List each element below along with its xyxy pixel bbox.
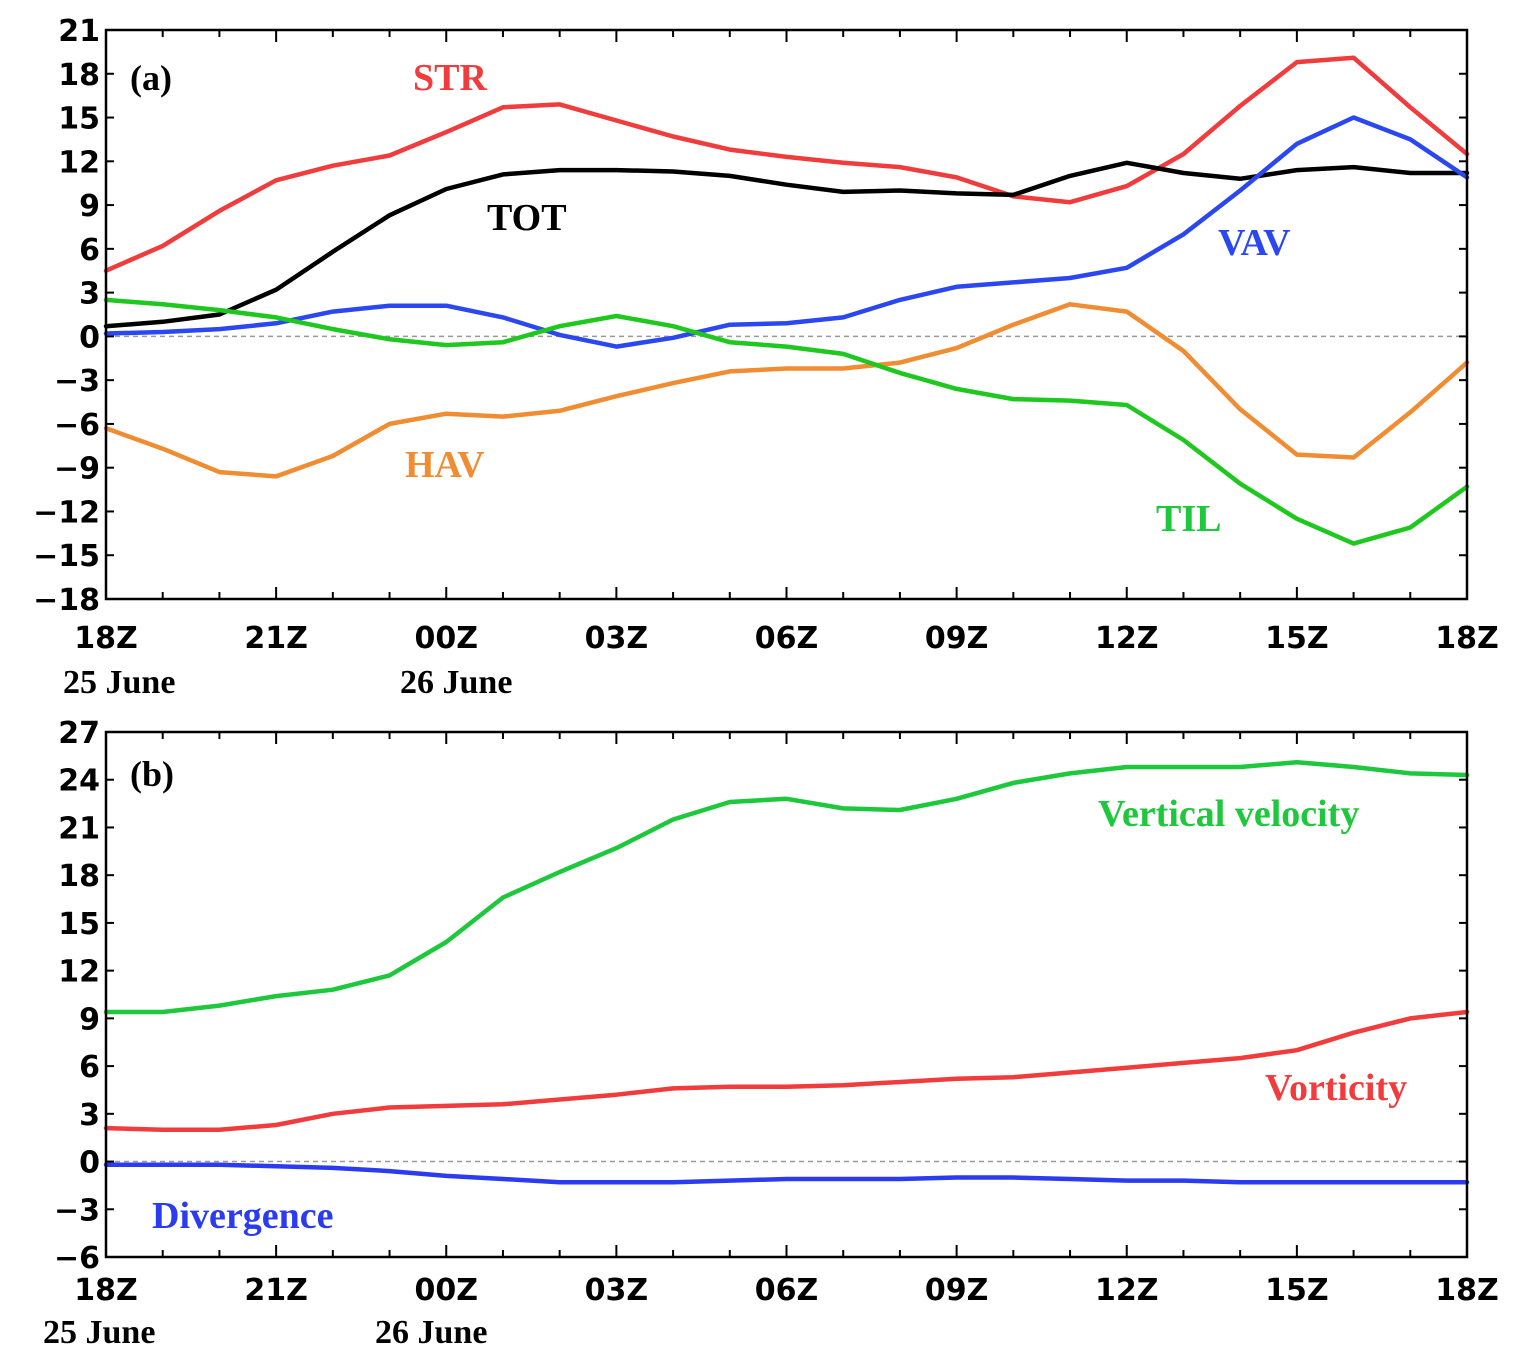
plot-frame-a [104, 28, 1469, 601]
x-tick-label-a: 09Z [925, 621, 989, 656]
y-tick-label-a: 9 [79, 189, 100, 224]
y-tick-label-b: 12 [58, 955, 100, 990]
series-line-vav [103, 115, 1470, 349]
x-tick-label-a: 06Z [755, 621, 819, 656]
plot-frame-b [104, 730, 1469, 1259]
x-tick-label-b: 03Z [585, 1273, 649, 1308]
series-line-divergence [103, 1162, 1470, 1185]
x-tick-label-b: 15Z [1265, 1273, 1329, 1308]
y-tick-label-b: −3 [54, 1193, 100, 1228]
date-label-25-june-b: 25 June [43, 1314, 155, 1351]
x-tick-label-b: 12Z [1095, 1273, 1159, 1308]
x-tick-label-b: 09Z [925, 1273, 989, 1308]
x-tick-label-a: 00Z [414, 621, 478, 656]
y-tick-label-a: 15 [58, 102, 100, 137]
label-vorticity: Vorticity [1265, 1067, 1407, 1109]
y-tick-label-a: 6 [79, 233, 100, 268]
y-tick-label-a: 0 [79, 320, 100, 355]
x-tick-label-b: 18Z [1435, 1273, 1499, 1308]
y-tick-label-a: −3 [54, 364, 100, 399]
label-til: TIL [1156, 498, 1221, 540]
label-divergence: Divergence [152, 1195, 333, 1237]
y-tick-label-b: 18 [58, 859, 100, 894]
x-tick-label-a: 15Z [1265, 621, 1329, 656]
series-line-vertical-velocity [103, 759, 1470, 1015]
date-label-25-june-a: 25 June [63, 664, 175, 701]
x-tick-label-a: 03Z [585, 621, 649, 656]
label-vav: VAV [1218, 222, 1291, 264]
label-tot: TOT [487, 197, 567, 239]
series-line-til [103, 297, 1470, 546]
series-line-vorticity [103, 1009, 1470, 1132]
date-label-26-june-b: 26 June [375, 1314, 487, 1351]
y-tick-label-a: −6 [54, 408, 100, 443]
y-tick-label-b: −6 [54, 1241, 100, 1276]
x-tick-label-a: 12Z [1095, 621, 1159, 656]
panel-b-label: (b) [130, 754, 174, 794]
y-tick-label-a: 12 [58, 145, 100, 180]
x-tick-label-a: 18Z [74, 621, 138, 656]
y-tick-label-b: 3 [79, 1098, 100, 1133]
y-tick-label-b: 6 [79, 1050, 100, 1085]
y-tick-label-a: −18 [33, 583, 100, 618]
series-line-tot [103, 160, 1470, 329]
y-tick-label-a: −15 [33, 539, 100, 574]
y-tick-label-a: −12 [33, 495, 100, 530]
y-tick-label-b: 9 [79, 1002, 100, 1037]
x-tick-label-b: 21Z [244, 1273, 308, 1308]
y-tick-label-b: 21 [58, 811, 100, 846]
label-vertical-velocity: Vertical velocity [1098, 793, 1359, 835]
x-tick-label-b: 06Z [755, 1273, 819, 1308]
y-tick-label-b: 27 [58, 716, 100, 751]
series-line-hav [103, 302, 1470, 479]
x-tick-label-b: 18Z [74, 1273, 138, 1308]
panel-a: (a) STR TOT VAV HAV TIL 25 June 26 June … [33, 14, 1499, 701]
label-hav: HAV [405, 444, 485, 486]
panel-b: (b) Vertical velocity Vorticity Divergen… [43, 716, 1499, 1351]
y-tick-label-a: 3 [79, 277, 100, 312]
y-tick-label-b: 15 [58, 907, 100, 942]
y-tick-label-a: 21 [58, 14, 100, 49]
x-tick-label-b: 00Z [414, 1273, 478, 1308]
label-str: STR [413, 57, 487, 99]
series-line-str [103, 55, 1470, 273]
date-label-26-june-a: 26 June [400, 664, 512, 701]
x-tick-label-a: 18Z [1435, 621, 1499, 656]
panel-a-label: (a) [130, 58, 172, 98]
y-tick-label-b: 0 [79, 1146, 100, 1181]
y-tick-label-b: 24 [58, 764, 100, 799]
y-tick-label-a: −9 [54, 452, 100, 487]
x-tick-label-a: 21Z [244, 621, 308, 656]
y-tick-label-a: 18 [58, 58, 100, 93]
